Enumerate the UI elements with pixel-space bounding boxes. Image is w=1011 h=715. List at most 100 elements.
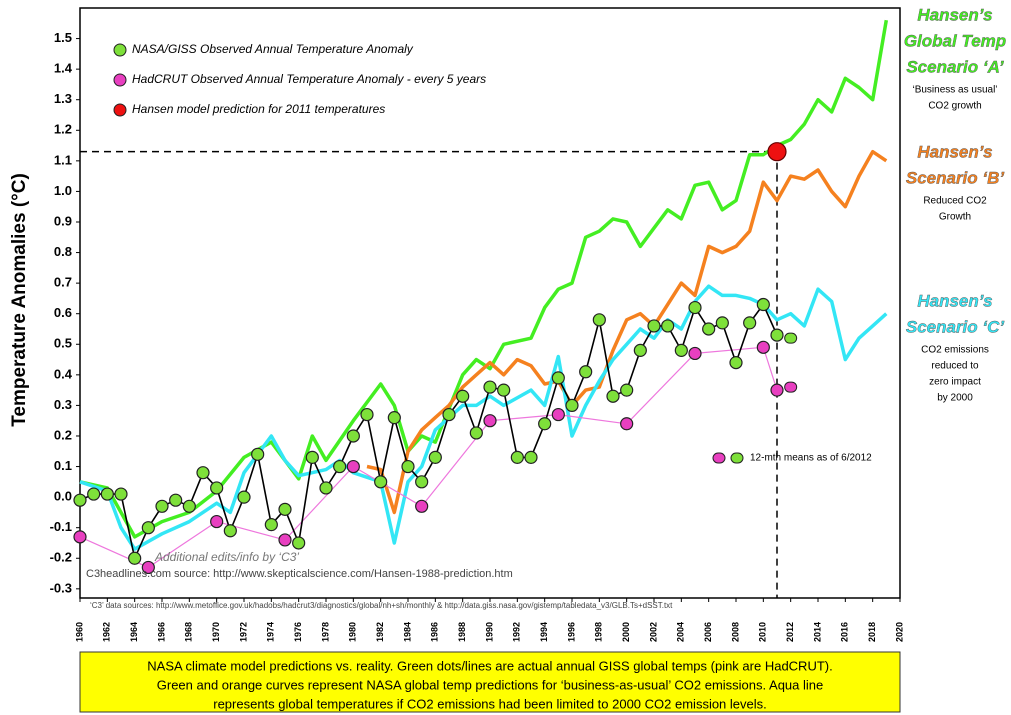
y-tick-label: -0.2: [50, 550, 72, 565]
data-point: [688, 300, 702, 315]
y-tick-label: 0.9: [54, 213, 72, 228]
data-point: [428, 450, 442, 464]
data-point: [770, 328, 784, 342]
legend-marker: [113, 73, 127, 87]
x-tick-label: 1996: [566, 622, 576, 642]
scenario-note: by 2000: [937, 393, 973, 404]
data-point: [606, 389, 620, 403]
scenario-line: [79, 284, 888, 551]
y-tick-label: 0.0: [54, 489, 72, 504]
scenario-note: CO2 emissions: [921, 345, 989, 356]
scenario-line: [366, 149, 888, 515]
data-point: [565, 398, 579, 413]
caption-line: represents global temperatures if CO2 em…: [213, 696, 767, 711]
y-tick-label: 1.2: [54, 122, 72, 137]
data-point: [141, 521, 155, 535]
data-point: [770, 383, 784, 397]
x-tick-label: 1994: [539, 622, 549, 642]
sources: ‘C3’ data sources: http://www.metoffice.…: [90, 601, 673, 610]
data-point: [647, 319, 661, 333]
caption-box: [79, 651, 901, 713]
x-tick-label: 1980: [348, 622, 358, 642]
series-line: [79, 346, 778, 568]
data-point: [688, 346, 702, 361]
data-point: [305, 450, 319, 464]
data-point: [538, 417, 552, 431]
data-point: [674, 343, 688, 357]
data-point: [483, 380, 497, 394]
x-tick-label: 1998: [594, 622, 604, 642]
data-point: [360, 407, 374, 422]
data-point: [401, 459, 415, 474]
twelve-month-point: [784, 332, 798, 344]
legend-label: HadCRUT Observed Annual Temperature Anom…: [132, 72, 486, 86]
y-tick-label: 0.4: [54, 366, 73, 381]
y-tick-label: 0.2: [54, 427, 72, 442]
y-tick-label: 1.4: [54, 61, 73, 76]
x-tick-label: 2010: [758, 622, 768, 642]
data-point: [73, 493, 87, 507]
x-tick-label: 1962: [102, 622, 112, 642]
y-tick-label: 0.8: [54, 244, 72, 259]
data-point: [415, 475, 429, 489]
scenario-label: Scenario ‘C’: [906, 317, 1005, 336]
x-tick-label: 1990: [484, 622, 494, 642]
data-point: [387, 411, 401, 425]
data-point: [264, 518, 278, 532]
legend-marker: [113, 43, 127, 57]
scenario-label: Global Temp: [904, 31, 1006, 50]
y-tick-label: 0.7: [54, 275, 72, 290]
x-tick-label: 2018: [867, 622, 877, 642]
data-point: [743, 316, 757, 330]
legend-marker: [113, 103, 127, 117]
x-tick-label: 2002: [648, 622, 658, 642]
scenario-note: Growth: [939, 212, 971, 223]
x-tick-label: 2006: [703, 622, 713, 642]
x-tick-label: 1968: [184, 622, 194, 642]
y-tick-label: -0.1: [50, 519, 72, 534]
x-tick-label: 1976: [293, 622, 303, 642]
y-tick-label: 0.1: [54, 458, 72, 473]
x-tick-label: 1986: [430, 622, 440, 642]
data-point: [579, 365, 593, 379]
series-line: [79, 303, 778, 560]
legend-icon: [730, 452, 744, 464]
data-point: [497, 383, 511, 397]
data-point: [661, 319, 675, 333]
scenario-label: Scenario ‘B’: [906, 168, 1005, 187]
data-point: [415, 499, 429, 513]
data-point: [483, 414, 497, 428]
data-point: [702, 322, 716, 336]
twelve-month-point: [784, 381, 798, 393]
scenario-note: reduced to: [931, 361, 979, 372]
data-point: [620, 417, 634, 431]
data-point: [292, 536, 306, 550]
data-point: [319, 481, 333, 495]
legend-label: NASA/GISS Observed Annual Temperature An…: [132, 42, 414, 56]
data-point: [155, 499, 169, 513]
data-point: [210, 514, 224, 529]
data-point: [128, 551, 142, 565]
x-tick-label: 1970: [211, 622, 221, 642]
data-point: [551, 371, 565, 385]
annotation: 12-mth means as of 6/2012: [750, 453, 872, 464]
data-point: [756, 297, 770, 312]
data-point: [469, 426, 483, 440]
x-tick-label: 1966: [156, 622, 166, 642]
data-point: [633, 343, 647, 357]
y-tick-label: 1.0: [54, 183, 72, 198]
y-tick-label: 1.3: [54, 91, 72, 106]
data-point: [223, 524, 237, 538]
y-axis-label: Temperature Anomalies (°C): [9, 173, 30, 427]
scenario-note: ‘Business as usual’: [912, 85, 997, 96]
x-tick-label: 2012: [785, 622, 795, 642]
annotation: C3headlines.com source: http://www.skept…: [86, 568, 513, 580]
data-point: [196, 466, 210, 480]
data-point: [756, 340, 770, 354]
x-tick-label: 1992: [512, 622, 522, 642]
scenario-label: Scenario ‘A’: [906, 57, 1004, 76]
data-point: [210, 481, 224, 495]
legend-icon: [712, 452, 726, 464]
scenario-label: Hansen’s: [917, 142, 992, 161]
